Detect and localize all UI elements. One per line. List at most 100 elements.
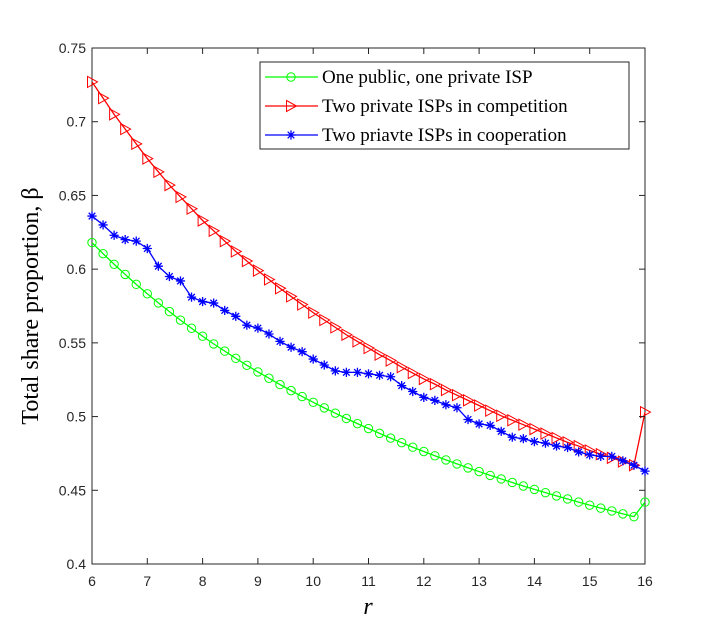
data-point xyxy=(131,279,141,290)
data-point xyxy=(585,500,595,510)
data-point xyxy=(474,419,484,429)
data-point xyxy=(120,235,130,245)
y-tick-label: 0.7 xyxy=(67,114,87,130)
data-point xyxy=(319,313,331,327)
data-point xyxy=(308,306,320,319)
data-point xyxy=(175,315,186,325)
data-point xyxy=(230,245,243,258)
data-point xyxy=(374,348,387,361)
series-1 xyxy=(87,237,650,522)
x-tick-label: 10 xyxy=(305,573,321,589)
data-point xyxy=(518,434,528,444)
x-tick-label: 11 xyxy=(361,573,376,589)
data-point xyxy=(120,269,130,280)
data-point xyxy=(341,367,351,377)
y-tick-label: 0.5 xyxy=(67,409,87,425)
data-point xyxy=(518,481,529,491)
data-point xyxy=(341,328,353,342)
data-point xyxy=(551,491,562,501)
data-point xyxy=(330,321,342,334)
data-point xyxy=(419,446,429,457)
data-point xyxy=(153,165,165,179)
data-point xyxy=(485,470,495,481)
data-point xyxy=(197,331,208,341)
data-point xyxy=(452,403,462,413)
data-point xyxy=(551,441,562,451)
data-point xyxy=(87,237,97,248)
data-point xyxy=(153,261,163,271)
x-tick-label: 13 xyxy=(471,573,487,589)
data-point xyxy=(463,414,473,425)
x-tick-label: 8 xyxy=(199,573,207,589)
legend-marker xyxy=(286,99,298,113)
data-point xyxy=(231,311,241,321)
legend-item-2: Two private ISPs in competition xyxy=(265,96,568,117)
data-point xyxy=(142,289,153,299)
data-point xyxy=(308,397,318,407)
y-tick-label: 0.6 xyxy=(67,261,87,277)
ticks-layer: 6 7 8 9 10 11 12 13 14 15 16 0.4 0.45 0.5 0.55 0.6 0.65 0… xyxy=(59,40,653,589)
y-tick-label: 0.55 xyxy=(59,335,86,351)
data-point xyxy=(352,335,364,348)
data-point xyxy=(485,404,497,418)
data-point xyxy=(640,405,652,419)
data-point xyxy=(562,494,573,504)
data-point xyxy=(485,420,495,431)
data-point xyxy=(363,369,374,379)
data-point xyxy=(352,367,363,377)
data-point xyxy=(419,392,429,403)
data-point xyxy=(607,451,617,461)
x-tick-label: 16 xyxy=(637,573,653,589)
data-point xyxy=(496,474,506,484)
x-tick-label: 15 xyxy=(582,573,598,589)
data-point xyxy=(629,460,639,470)
data-point xyxy=(275,336,285,346)
data-point xyxy=(562,442,573,453)
data-point xyxy=(219,234,232,248)
data-point xyxy=(529,484,540,495)
data-point xyxy=(142,243,152,254)
data-point xyxy=(153,298,164,308)
data-point xyxy=(286,290,298,303)
data-point xyxy=(164,306,175,317)
data-point xyxy=(374,428,385,439)
data-point xyxy=(418,372,431,386)
data-point xyxy=(175,190,188,204)
data-point xyxy=(109,259,119,269)
data-point xyxy=(208,339,219,349)
data-point xyxy=(573,497,584,507)
data-point xyxy=(208,224,221,238)
series-line xyxy=(91,81,646,467)
x-tick-label: 14 xyxy=(527,573,543,589)
data-point xyxy=(98,91,110,105)
legend-box xyxy=(259,61,630,150)
data-point xyxy=(286,342,296,352)
data-point xyxy=(496,426,506,436)
y-axis-title: Total share proportion, β xyxy=(18,187,44,424)
data-point xyxy=(186,202,199,216)
data-point xyxy=(142,152,154,165)
data-point xyxy=(618,456,628,466)
data-point xyxy=(441,455,451,465)
data-point xyxy=(574,447,584,457)
data-point xyxy=(98,220,108,230)
data-point xyxy=(308,354,318,364)
data-point xyxy=(209,298,219,308)
data-point xyxy=(507,432,517,442)
data-point xyxy=(98,248,108,259)
data-point xyxy=(507,477,517,488)
legend-label: Two priavte ISPs in cooperation xyxy=(322,125,567,146)
x-tick-label: 7 xyxy=(143,573,151,589)
data-point xyxy=(264,373,274,383)
data-point xyxy=(507,413,519,427)
data-point xyxy=(463,463,473,473)
data-point xyxy=(540,438,551,448)
data-point xyxy=(640,466,650,476)
legend-marker xyxy=(286,72,296,82)
data-point xyxy=(540,487,551,498)
data-point xyxy=(220,305,230,316)
data-point xyxy=(297,298,309,311)
legend-item-3: Two priavte ISPs in cooperation xyxy=(265,125,567,146)
data-point xyxy=(540,427,552,440)
